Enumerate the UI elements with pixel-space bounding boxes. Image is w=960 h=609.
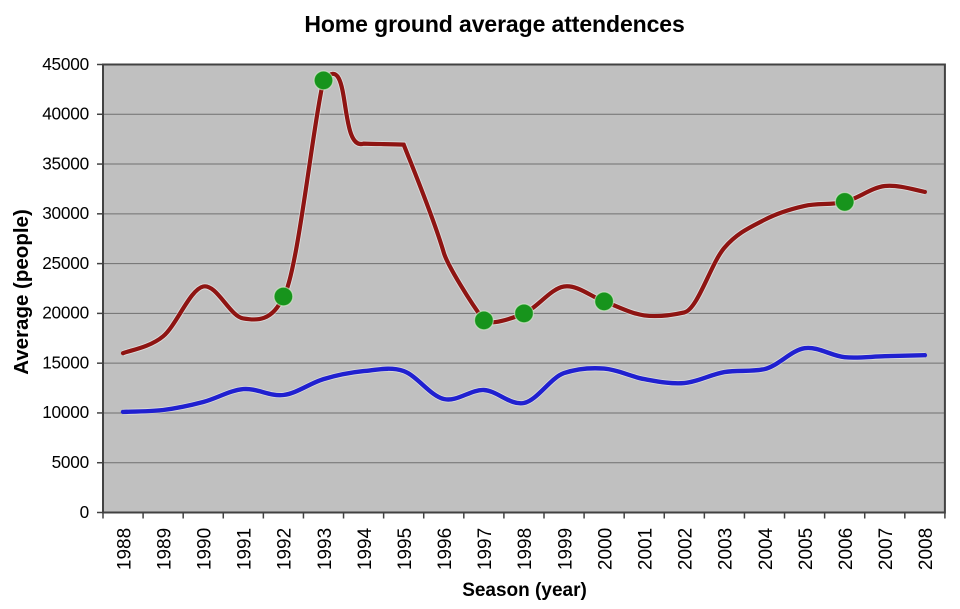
svg-text:Season (year): Season (year) [462,580,587,601]
svg-text:1994: 1994 [355,527,376,570]
svg-text:Average (people): Average (people) [10,209,33,375]
svg-text:2007: 2007 [876,528,897,570]
svg-text:1998: 1998 [515,528,536,570]
svg-text:2005: 2005 [796,528,817,570]
svg-text:0: 0 [80,502,89,522]
svg-text:2001: 2001 [636,528,657,570]
svg-text:35000: 35000 [42,153,89,173]
svg-text:2003: 2003 [716,528,737,570]
svg-text:2000: 2000 [595,528,616,570]
svg-text:10000: 10000 [42,402,89,422]
svg-text:5000: 5000 [52,452,89,472]
svg-text:25000: 25000 [42,253,89,273]
svg-text:45000: 45000 [42,54,89,74]
svg-text:40000: 40000 [42,104,89,124]
svg-text:2008: 2008 [916,528,937,570]
svg-text:20000: 20000 [42,303,89,323]
svg-text:30000: 30000 [42,203,89,223]
svg-text:1991: 1991 [235,528,256,570]
svg-text:2002: 2002 [676,528,697,570]
svg-text:1989: 1989 [154,528,175,570]
svg-text:Home ground average attendence: Home ground average attendences [304,11,684,37]
svg-text:1997: 1997 [475,528,496,570]
svg-text:1996: 1996 [435,528,456,570]
svg-text:2004: 2004 [756,527,777,570]
svg-text:1993: 1993 [315,528,336,570]
svg-text:15000: 15000 [42,352,89,372]
svg-text:1988: 1988 [114,528,135,570]
svg-text:1995: 1995 [395,528,416,570]
svg-text:1992: 1992 [275,528,296,570]
svg-text:2006: 2006 [836,528,857,570]
svg-text:1990: 1990 [195,528,216,570]
svg-text:1999: 1999 [555,528,576,570]
